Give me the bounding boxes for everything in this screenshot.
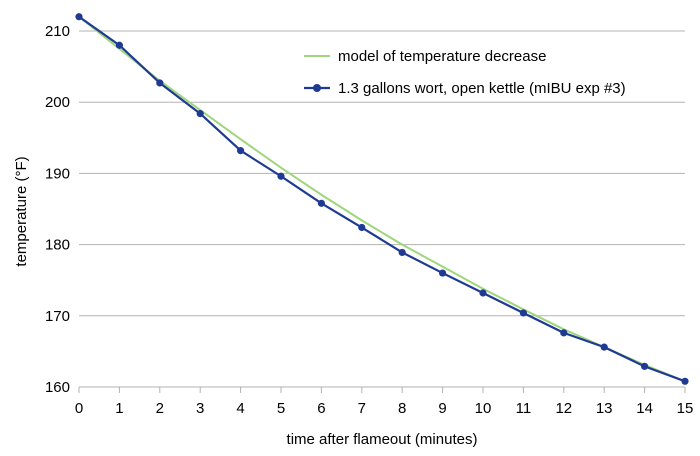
x-tick-label-14: 14 [636,400,653,417]
x-tick-label-11: 11 [516,400,532,417]
y-tick-label-190: 190 [45,165,70,182]
x-tick-label-2: 2 [156,400,164,417]
y-tick-label-160: 160 [45,379,70,396]
y-tick-label-170: 170 [45,308,70,325]
series-1 [75,13,689,385]
series-1-point-9 [439,269,447,277]
series-1-point-11 [519,309,528,317]
series-line-1 [78,15,686,383]
series-1-point-10 [479,289,487,297]
x-tick-label-10: 10 [475,400,492,417]
series-1-point-4 [237,147,245,155]
legend-label-1: 1.3 gallons wort, open kettle (mIBU exp … [338,80,626,97]
x-tick-label-3: 3 [196,400,204,417]
series-1-point-14 [641,362,649,370]
x-tick-label-5: 5 [277,400,285,417]
series-1-point-15 [681,377,689,385]
x-tick-label-15: 15 [677,400,694,417]
x-tick-label-0: 0 [75,400,83,417]
y-tick-label-200: 200 [45,94,70,111]
x-tick-label-12: 12 [555,400,572,417]
series-1-point-6 [317,199,325,207]
y-tick-label-210: 210 [45,23,70,40]
x-tick-label-9: 9 [438,400,446,417]
x-tick-label-7: 7 [358,400,366,417]
x-tick-label-13: 13 [596,400,613,417]
series-1-point-3 [196,109,204,118]
series-1-point-8 [398,248,406,257]
series-layer [75,13,689,385]
legend-label-0: model of temperature decrease [338,48,546,65]
legend-marker-1 [313,84,321,92]
x-tick-label-6: 6 [317,400,325,417]
x-tick-label-8: 8 [398,400,406,417]
series-1-point-12 [560,329,568,337]
x-tick-label-1: 1 [115,400,123,417]
x-axis-ticks: 0 1 2 3 4 5 6 7 8 9 10 11 12 13 14 15 [75,387,694,417]
series-1-point-0 [75,13,83,21]
x-axis-title: time after flameout (minutes) [287,431,478,448]
y-tick-label-180: 180 [45,237,70,254]
series-1-point-13 [600,343,608,351]
series-1-point-7 [358,223,366,232]
series-0 [78,15,686,383]
series-1-point-1 [115,41,123,49]
legend: model of temperature decrease 1.3 gallons… [304,48,626,97]
y-axis-ticks: 160 170 180 190 200 210 [45,23,70,396]
series-line-0 [78,15,686,383]
x-tick-label-4: 4 [236,400,244,417]
series-1-point-5 [277,172,285,180]
y-axis-title: temperature (°F) [13,156,30,266]
series-1-point-2 [156,79,164,87]
